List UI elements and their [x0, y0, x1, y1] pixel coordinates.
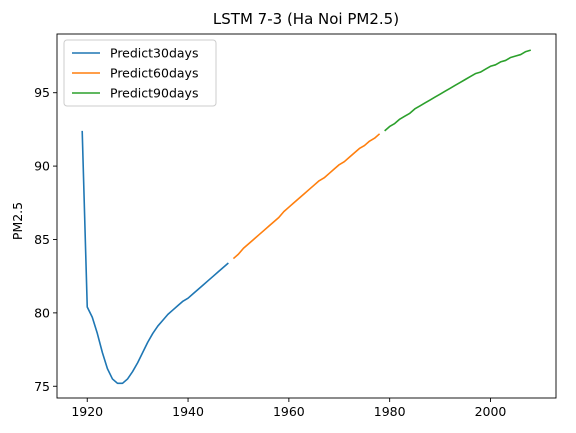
- series-layer: [81, 49, 532, 385]
- x-tick-label: 1920: [71, 404, 103, 419]
- series-line-3: [384, 49, 532, 132]
- legend: Predict30days Predict60days Predict90days: [63, 39, 217, 107]
- plot-frame: [56, 33, 557, 399]
- legend-label-2: Predict60days: [110, 66, 198, 81]
- y-tick-label: 75: [34, 379, 50, 394]
- x-tick-label: 1960: [273, 404, 305, 419]
- series-line-2: [232, 133, 381, 260]
- legend-label-1: Predict30days: [110, 46, 198, 61]
- axes: 1920 1940 1960 1980 2000 75 80 85 90 95: [34, 33, 557, 419]
- y-tick-label: 95: [34, 85, 50, 100]
- y-tick-label: 90: [34, 159, 50, 174]
- chart-title: LSTM 7-3 (Ha Noi PM2.5): [213, 10, 399, 28]
- y-axis-label: PM2.5: [10, 202, 25, 240]
- x-tick-label: 1940: [172, 404, 204, 419]
- y-tick-label: 85: [34, 232, 50, 247]
- legend-box: [63, 39, 217, 107]
- series-line-1: [81, 130, 229, 385]
- x-tick-label: 1980: [374, 404, 406, 419]
- legend-label-3: Predict90days: [110, 86, 198, 101]
- y-tick-label: 80: [34, 305, 50, 320]
- x-tick-label: 2000: [475, 404, 507, 419]
